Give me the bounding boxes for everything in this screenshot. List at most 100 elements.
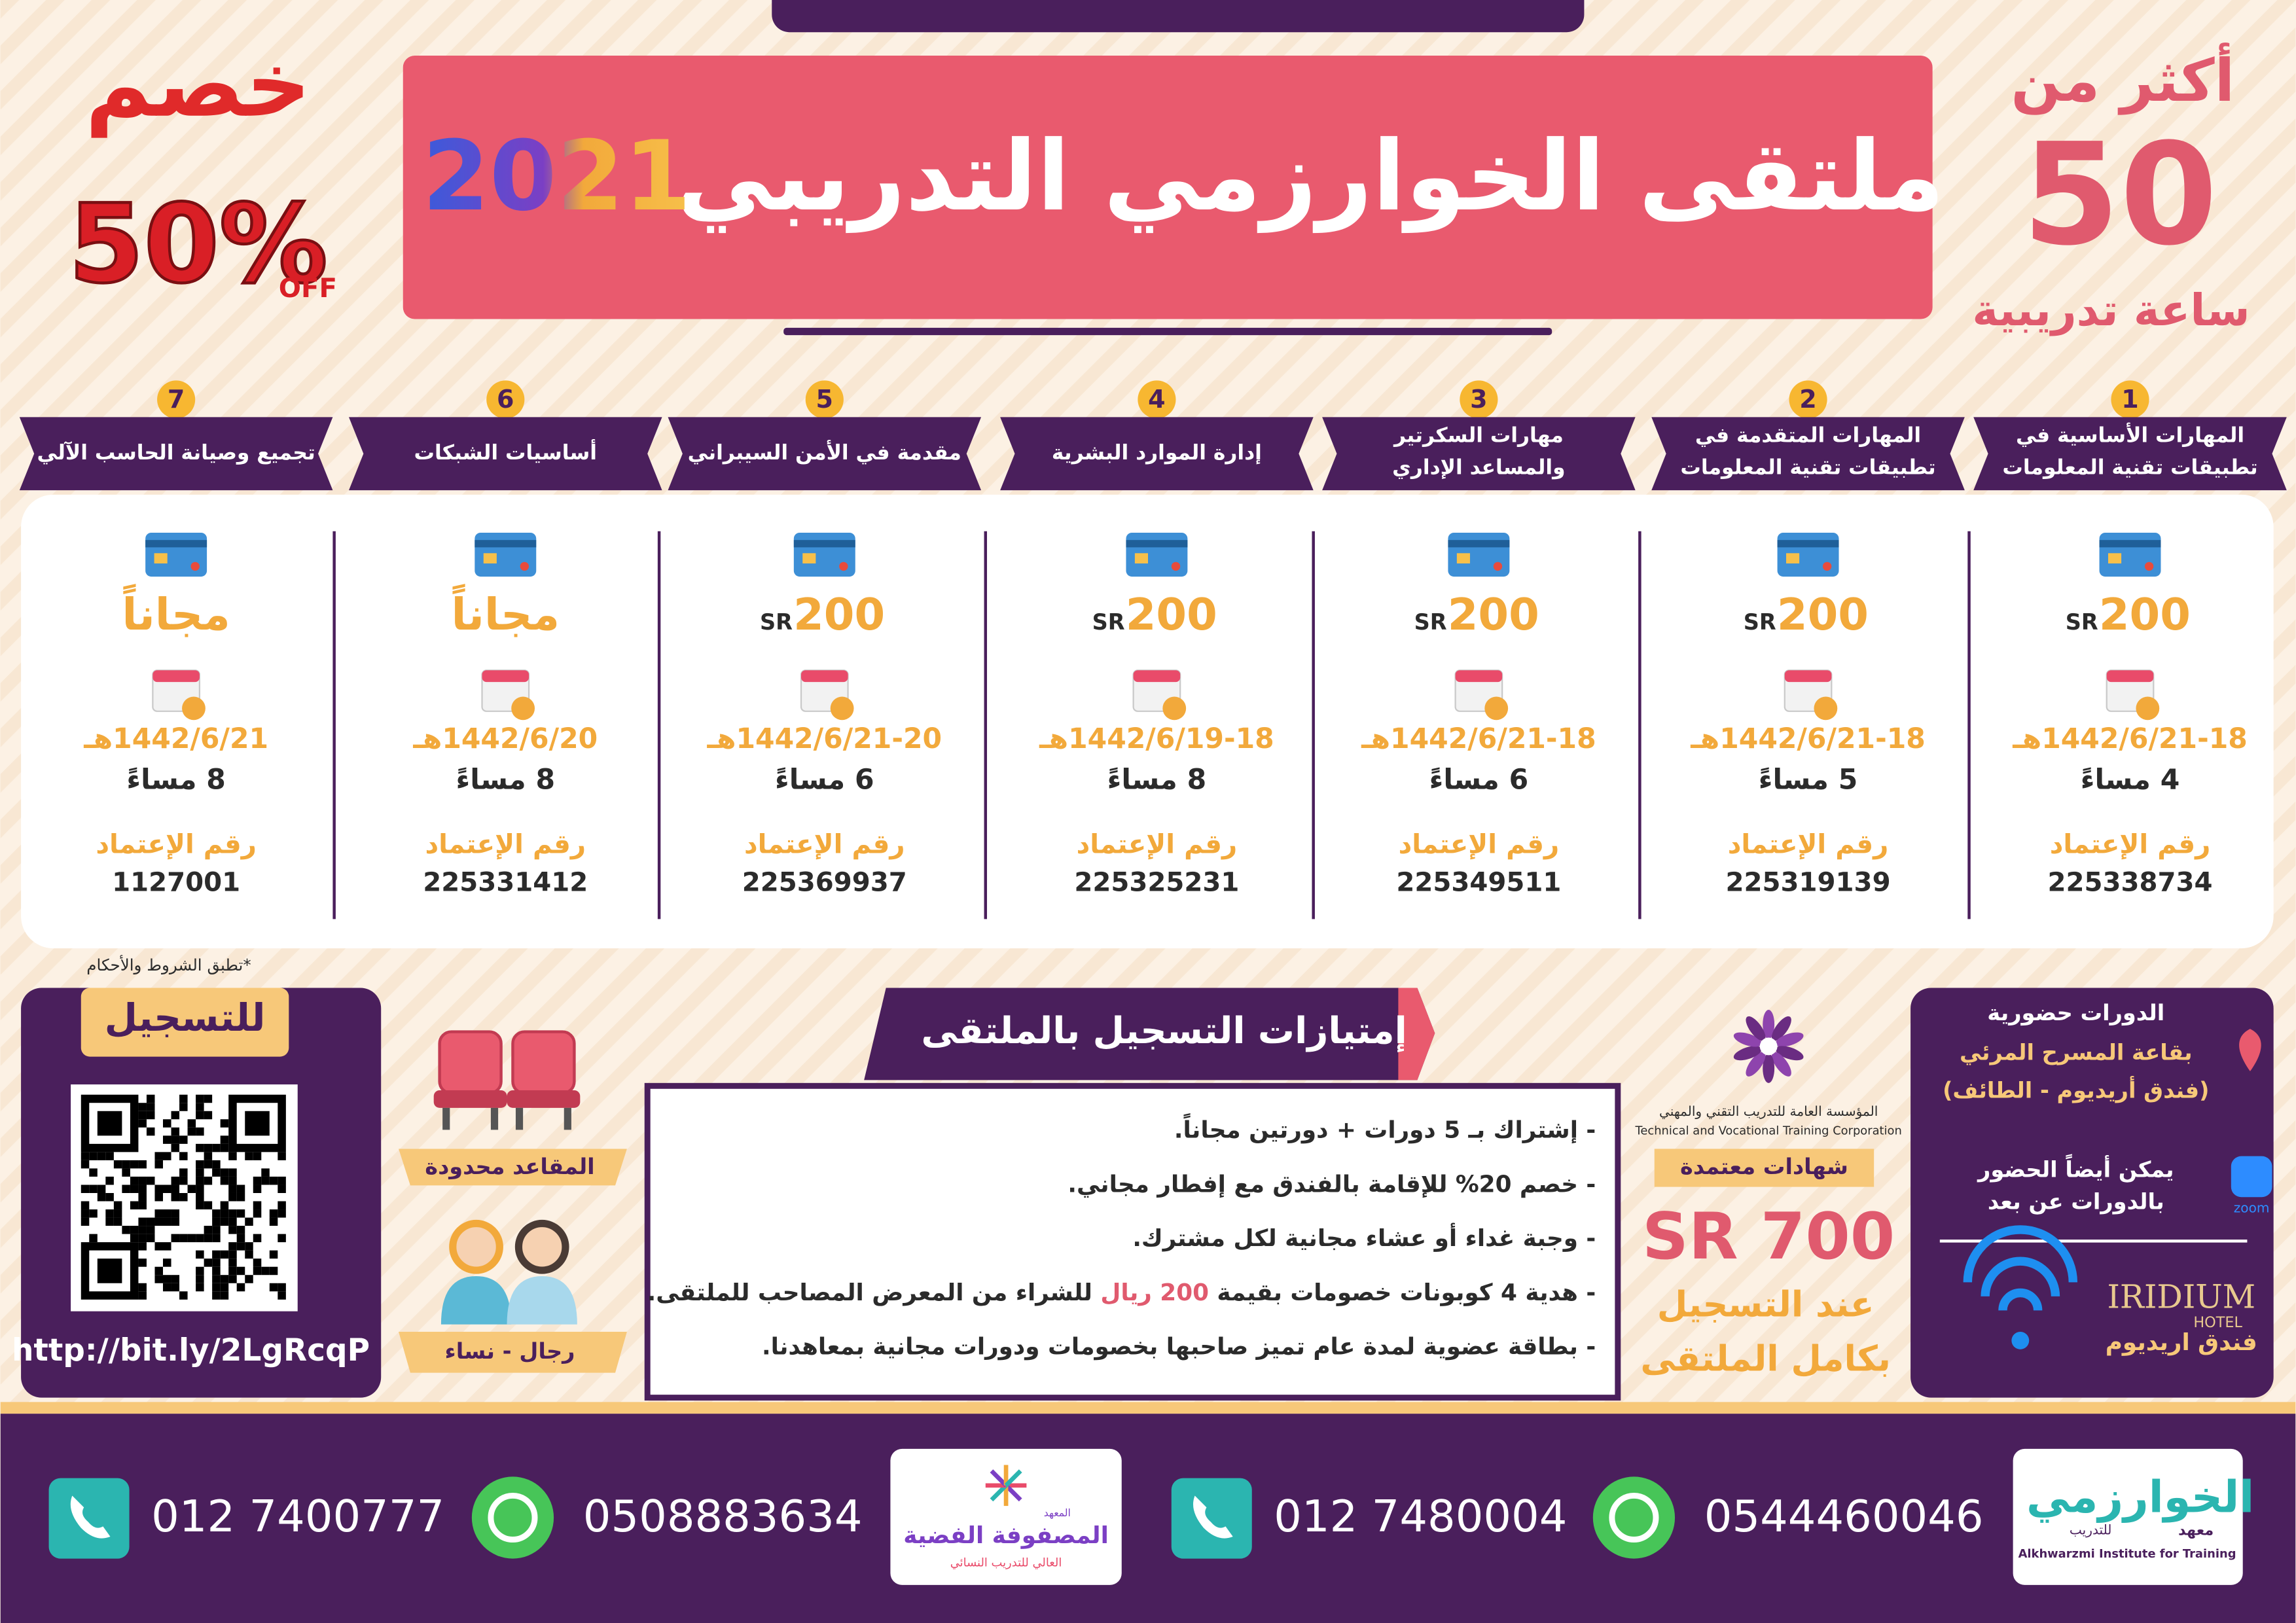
qr-cell: [179, 1176, 188, 1185]
qr-cell: [269, 1250, 278, 1259]
qr-cell: [89, 1185, 98, 1193]
qr-cell: [146, 1217, 155, 1226]
qr-cell: [113, 1201, 122, 1210]
qr-cell: [138, 1226, 147, 1234]
alkhwarzmi-logo-word: معهد: [2178, 1522, 2214, 1539]
qr-cell: [196, 1185, 204, 1193]
qr-cell: [278, 1234, 286, 1243]
course-ribbon: [1000, 417, 1314, 491]
wifi-arc: [1963, 1225, 2078, 1283]
qr-cell: [212, 1266, 221, 1275]
qr-cell: [204, 1152, 213, 1160]
certificates-label-bg: [1654, 1149, 1874, 1187]
qr-cell: [204, 1094, 213, 1103]
qr-cell: [171, 1111, 180, 1120]
course-number-badge: [805, 380, 844, 419]
chair-back: [438, 1030, 503, 1095]
phone-number: 012 7400777: [151, 1491, 444, 1542]
qr-cell: [220, 1209, 229, 1218]
calendar-icon-top: [152, 670, 200, 683]
qr-cell: [154, 1266, 164, 1275]
qr-cell: [146, 1127, 155, 1136]
card-icon-chip: [2108, 553, 2122, 563]
qr-cell: [236, 1234, 245, 1243]
benefits-box: [644, 1082, 1621, 1401]
qr-cell: [171, 1192, 180, 1202]
card-icon-chip: [802, 553, 816, 563]
calendar-icon-top: [1455, 670, 1503, 683]
qr-cell: [212, 1275, 221, 1283]
course-date: 1442/6/21-18هـ: [2012, 723, 2248, 755]
qr-cell: [236, 1226, 245, 1234]
course-number: 4: [1148, 385, 1165, 414]
register-label-bg: [81, 988, 289, 1057]
course-ribbon: [349, 417, 662, 491]
qr-cell: [278, 1283, 286, 1292]
qr-cell: [138, 1217, 147, 1226]
qr-cell: [261, 1266, 270, 1275]
accreditation-label: رقم الإعتماد: [1077, 830, 1238, 860]
accreditation-label: رقم الإعتماد: [96, 830, 257, 860]
course-currency: SR: [1744, 609, 1776, 635]
calendar-icon-top: [1784, 670, 1832, 683]
qr-cell: [187, 1119, 196, 1128]
venue-line: الدورات حضورية: [1987, 1000, 2164, 1026]
qr-cell: [269, 1266, 278, 1275]
benefits-title: إمتيازات التسجيل بالملتقى: [921, 1010, 1407, 1052]
card-icon-chip: [154, 553, 168, 563]
whatsapp-ring: [488, 1492, 538, 1543]
top-tab: [772, 0, 1585, 33]
qr-cell: [212, 1291, 221, 1300]
benefit-item: - بطاقة عضوية لمدة عام تميز صاحبها بخصوم…: [762, 1334, 1596, 1361]
qr-cell: [187, 1127, 196, 1136]
course-name: تطبيقات تقنية المعلومات: [1680, 456, 1935, 480]
accreditation-label: رقم الإعتماد: [425, 830, 586, 860]
course-time: 5 مساءً: [1759, 764, 1858, 796]
hotel-type: HOTEL: [2193, 1314, 2242, 1331]
benefit-item: - إشتراك بـ 5 دورات + دورتين مجاناً.: [1174, 1113, 1596, 1144]
course-currency: SR: [760, 609, 793, 635]
phone-glyph: [70, 1495, 111, 1539]
calendar-icon-clock: [511, 696, 535, 721]
org-name-ar: المؤسسة العامة للتدريب التقني والمهني: [1659, 1103, 1878, 1120]
person-head: [449, 1219, 503, 1274]
location-pin: [2239, 1029, 2261, 1071]
qr-cell: [122, 1226, 130, 1234]
benefit-item: - خصم 20% للإقامة بالفندق مع إفطار مجاني…: [1067, 1171, 1596, 1198]
org-logo-petal: [1775, 1032, 1804, 1047]
qr-cell: [163, 1119, 171, 1128]
qr-cell: [269, 1217, 278, 1226]
qr-cell: [154, 1185, 164, 1193]
qr-cell: [113, 1217, 122, 1226]
qr-cell: [179, 1103, 188, 1111]
card-icon-chip: [1456, 553, 1470, 563]
qr-cell: [212, 1160, 221, 1169]
wifi-dot: [2011, 1331, 2030, 1349]
qr-cell: [171, 1176, 180, 1185]
benefits-tab-accent: [1398, 988, 1435, 1080]
benefit-item: - وجبة غداء أو عشاء مجانية لكل مشترك.: [1132, 1222, 1596, 1252]
course-name: مقدمة في الأمن السيبراني: [688, 440, 961, 465]
qr-cell: [228, 1258, 237, 1267]
qr-cell: [138, 1185, 147, 1193]
course-date: 1442/6/20هـ: [412, 723, 598, 755]
whatsapp-ring: [1609, 1492, 1659, 1543]
benefit-text: - هدية 4 كوبونات خصومات بقيمة: [1209, 1279, 1596, 1306]
qr-cell: [105, 1209, 114, 1218]
alkhwarzmi-logo-name: الخوارزمي: [2026, 1472, 2254, 1524]
qr-cell: [228, 1152, 237, 1160]
qr-cell: [245, 1242, 253, 1251]
qr-cell: [105, 1192, 114, 1202]
course-time: 8 مساءً: [1107, 764, 1207, 796]
benefit-text: - وجبة غداء أو عشاء مجانية لكل مشترك.: [1132, 1222, 1596, 1252]
course-name: المهارات المتقدمة في: [1695, 423, 1921, 447]
qr-cell: [212, 1234, 221, 1243]
course-ribbon: [1973, 417, 2287, 491]
alkhwarzmi-logo-name-en: Alkhwarzmi Institute for Training: [2018, 1547, 2236, 1561]
qr-cell: [220, 1283, 229, 1292]
qr-cell: [228, 1242, 237, 1251]
qr-cell: [236, 1185, 245, 1193]
org-logo-petal: [1733, 1032, 1762, 1047]
whatsapp-icon: [471, 1476, 554, 1559]
qr-cell: [212, 1250, 221, 1259]
